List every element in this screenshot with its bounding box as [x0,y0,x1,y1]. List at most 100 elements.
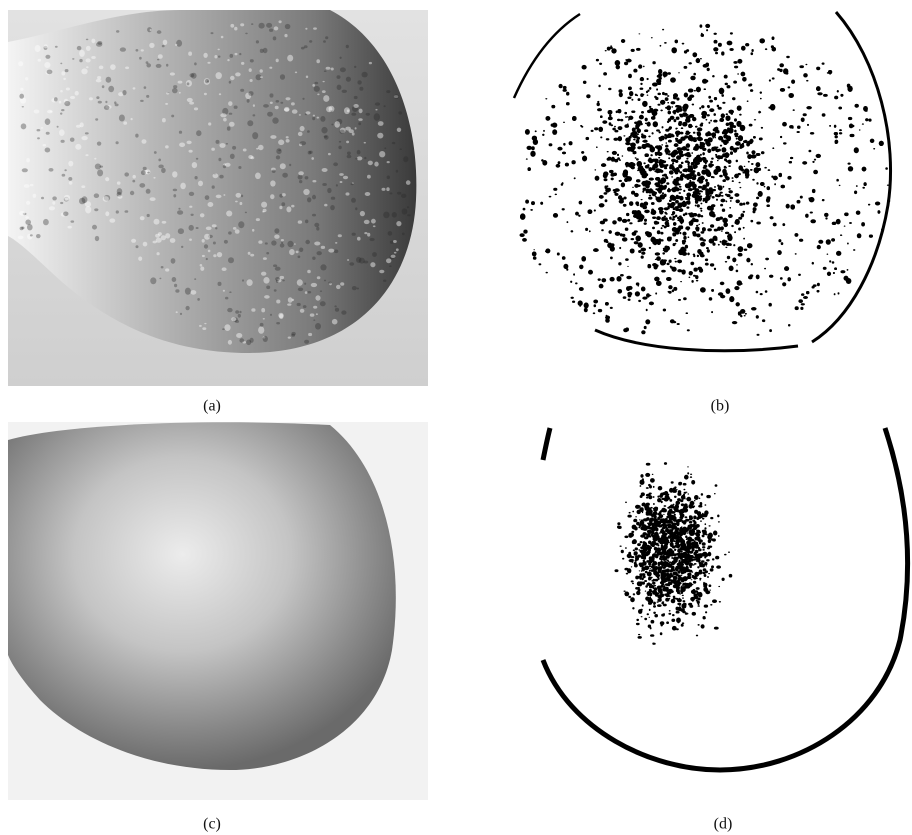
particle [658,157,660,159]
particle [675,239,678,242]
particle [272,117,278,123]
particle [646,189,650,193]
particle [622,219,628,223]
particle [759,138,763,141]
particle [854,191,857,195]
particle [654,265,658,270]
particle [696,227,699,230]
particle [692,612,696,616]
particle [695,542,699,545]
particle [633,594,635,596]
particle [668,285,672,289]
particle [705,523,707,525]
particle [314,86,320,92]
particle [835,135,838,138]
particle [722,148,725,150]
particle [651,580,654,582]
particle [557,147,562,151]
particle [725,261,727,262]
particle [719,185,722,187]
particle [608,110,613,115]
particle [764,167,766,169]
particle [583,81,587,84]
particle [626,165,628,167]
particle [327,188,331,193]
particle [202,255,205,257]
particle [708,106,710,108]
particle [647,95,649,96]
particle [675,507,676,509]
particle [679,513,683,515]
particle [678,483,682,486]
particle [663,544,667,549]
particle [625,124,629,127]
particle [736,302,740,306]
particle [253,104,255,107]
particle [704,574,707,577]
particle [619,247,621,249]
particle [407,214,410,216]
particle [736,160,738,163]
particle [640,550,644,553]
particle [709,239,714,244]
particle [717,160,719,162]
particle [696,524,700,528]
particle [208,250,211,253]
particle [555,194,557,195]
particle [280,163,286,169]
particle [677,531,678,533]
particle [741,72,746,77]
particle [642,512,643,513]
particle [187,82,190,85]
particle [212,185,215,188]
particle [803,296,808,299]
particle [687,466,688,467]
particle [355,207,357,210]
particle [584,303,589,309]
particle [170,238,176,243]
particle [347,259,349,261]
particle [337,85,342,90]
particle [657,499,660,502]
particle [321,127,327,134]
particle [172,277,177,282]
particle [697,214,701,218]
particle [653,116,655,118]
particle [618,195,622,199]
particle [235,201,238,203]
particle [754,119,756,120]
particle [97,142,101,146]
particle [689,521,692,524]
particle [656,88,658,90]
particle [718,244,720,246]
particle [661,508,666,513]
particle [566,102,570,105]
particle [165,145,169,148]
particle [659,511,662,514]
particle [248,91,253,96]
particle [263,336,268,342]
particle [545,98,547,99]
particle [595,176,600,181]
particle [675,105,679,108]
particle [705,63,709,67]
particle [726,194,730,197]
particle [354,66,356,68]
particle [541,159,543,161]
particle [677,621,679,622]
particle [153,241,157,244]
particle [357,150,361,155]
particle [782,223,785,226]
particle [748,161,750,163]
particle [304,283,306,285]
particle [681,603,686,608]
particle [823,267,827,270]
particle [667,189,671,193]
particle [673,222,676,226]
particle [698,224,700,225]
particle [61,71,65,75]
particle [704,88,706,90]
particle [604,239,608,243]
particle [722,218,727,223]
particle [206,258,208,260]
